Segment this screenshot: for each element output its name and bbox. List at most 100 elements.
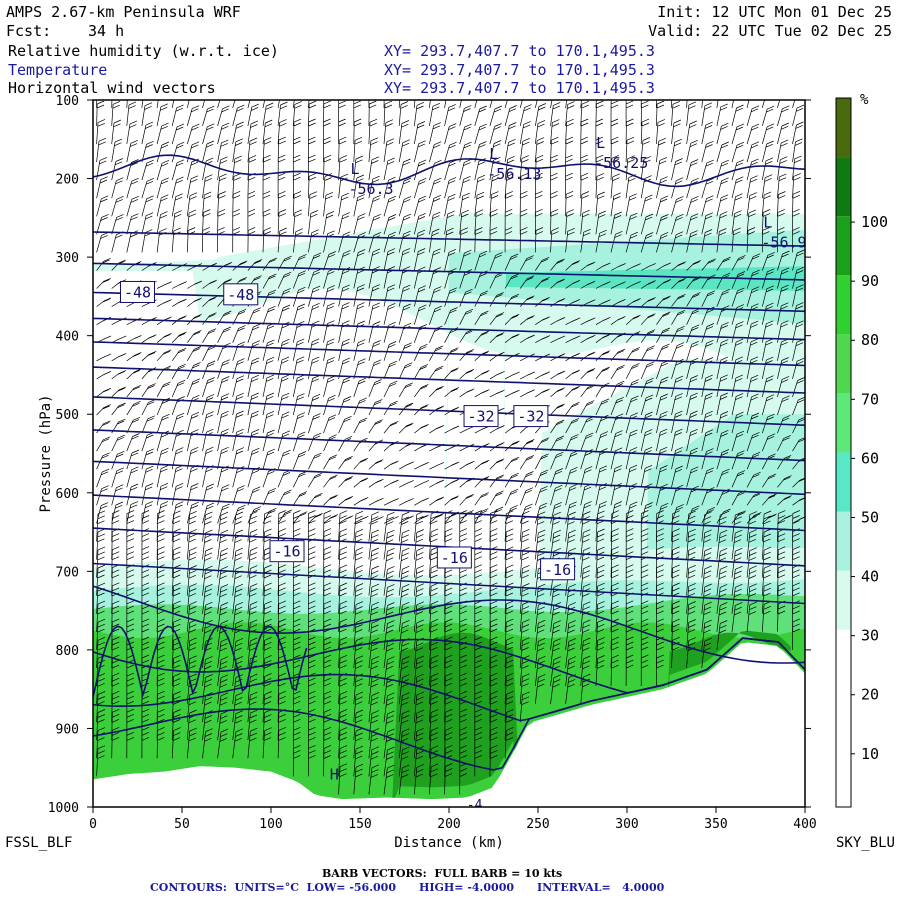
x-tick-label: 250 <box>526 817 549 832</box>
field-wind-xy: XY= 293.7,407.7 to 170.1,495.3 <box>384 79 655 97</box>
colorbar-frame <box>835 97 852 808</box>
contour-label-text: -16 <box>441 549 468 567</box>
init-time: Init: 12 UTC Mon 01 Dec 25 <box>657 3 892 21</box>
temperature-contour-line <box>93 562 805 605</box>
x-tick-label: 350 <box>704 817 727 832</box>
contour-label-text: -16 <box>273 543 300 561</box>
contour-label: -48 <box>223 283 259 306</box>
contour-label: -32 <box>513 405 549 428</box>
low-marker: L <box>763 213 772 231</box>
contour-label: -48 <box>120 280 155 303</box>
temperature-contours: -48 -48 -32 -32 -16 -16 -16 L -56.3 L -56.13 L -56.2… <box>93 134 815 807</box>
colorbar-swatch <box>836 688 851 748</box>
contour-label: -16 <box>540 558 576 581</box>
x-tick-label: 300 <box>615 817 638 832</box>
colorbar-swatch <box>836 275 851 335</box>
temperature-contour-line <box>93 460 805 496</box>
colorbar-swatch <box>836 216 851 276</box>
low-marker: L <box>489 145 498 163</box>
y-tick-label: 100 <box>56 94 79 109</box>
contour-label-box <box>223 283 259 306</box>
colorbar-swatch <box>836 629 851 689</box>
high-marker: H <box>330 766 339 784</box>
field-rh-xy: XY= 293.7,407.7 to 170.1,495.3 <box>384 42 655 60</box>
temperature-contour-line <box>93 637 805 771</box>
minimum-value-label: -56.96 <box>761 233 815 251</box>
y-tick-label: 500 <box>56 408 79 423</box>
colorbar-swatch <box>836 334 851 394</box>
humidity-shading <box>93 213 805 807</box>
contour-label: -32 <box>463 405 499 428</box>
rh-lowlevel-dark <box>93 630 805 807</box>
colorbar-swatch <box>836 157 851 217</box>
y-tick-label: 1000 <box>48 801 79 816</box>
temperature-contour-line <box>93 429 805 462</box>
y-tick-label: 300 <box>56 251 79 266</box>
temperature-contour-line <box>93 231 805 247</box>
y-axis-label: Pressure (hPa) <box>38 394 54 512</box>
low-marker: L <box>596 134 605 152</box>
contour-label-text: -32 <box>517 408 544 426</box>
field-temp-xy: XY= 293.7,407.7 to 170.1,495.3 <box>384 61 655 79</box>
colorbar-level-label: 70 <box>861 390 879 408</box>
contour-label-text: -48 <box>227 286 254 304</box>
colorbar-swatch <box>836 511 851 571</box>
model-title: AMPS 2.67-km Peninsula WRF <box>6 3 241 21</box>
x-tick-label: 0 <box>89 817 97 832</box>
temperature-contour-line <box>93 341 805 367</box>
low-marker: L <box>350 160 359 178</box>
right-endpoint-label: SKY_BLU <box>836 835 895 851</box>
contour-label-box <box>513 405 549 428</box>
y-tick-label: 400 <box>56 330 79 345</box>
y-tick-label: 900 <box>56 722 79 737</box>
colorbar-level-label: 30 <box>861 627 879 645</box>
contour-label-text: -16 <box>544 561 571 579</box>
colorbar-swatch <box>836 747 851 807</box>
colorbar-unit: % <box>860 92 869 108</box>
field-wind-name: Horizontal wind vectors <box>8 79 216 97</box>
contour-legend: CONTOURS: UNITS=°C LOW= -56.000 HIGH= -4… <box>150 881 665 894</box>
colorbar-level-label: 60 <box>861 449 879 467</box>
contour-label-box <box>436 546 472 569</box>
x-axis-label: Distance (km) <box>394 835 504 851</box>
y-tick-label: 800 <box>56 644 79 659</box>
temperature-contour-line <box>93 262 805 281</box>
colorbar-level-label: 80 <box>861 331 879 349</box>
rh-midlevel-right-mid <box>93 414 805 807</box>
contour-label: -16 <box>269 540 305 563</box>
minimum-value-label: -56.13 <box>487 165 541 183</box>
terrain-mask <box>93 642 805 807</box>
colorbar-swatch <box>836 98 851 158</box>
x-tick-label: 200 <box>437 817 460 832</box>
y-tick-label: 600 <box>56 487 79 502</box>
field-temp-name: Temperature <box>8 61 108 79</box>
colorbar: 10 20 30 40 50 60 70 80 90 100% <box>835 92 888 808</box>
contour-label-box <box>269 540 305 563</box>
x-tick-label: 50 <box>174 817 190 832</box>
forecast-label: Fcst: <box>6 22 52 40</box>
contour-label-text: -48 <box>124 283 151 301</box>
y-tick-label: 200 <box>56 173 79 188</box>
temperature-contour-line <box>93 154 805 188</box>
colorbar-swatch <box>836 452 851 512</box>
valid-time: Valid: 22 UTC Tue 02 Dec 25 <box>648 22 892 40</box>
colorbar-level-label: 100 <box>861 213 888 231</box>
colorbar-level-label: 50 <box>861 508 879 526</box>
temperature-contour-line <box>93 396 805 426</box>
contour-label-box <box>540 558 576 581</box>
forecast-hours: 34 h <box>88 22 125 40</box>
colorbar-level-label: 20 <box>861 686 879 704</box>
colorbar-level-label: 40 <box>861 568 879 586</box>
wind-barbs <box>96 100 805 795</box>
minimum-value-label: -56.3 <box>348 180 393 198</box>
temperature-contour-line <box>93 366 805 394</box>
contour-label-box <box>463 405 499 428</box>
x-tick-label: 100 <box>259 817 282 832</box>
y-tick-label: 700 <box>56 565 79 580</box>
minimum-value-label: -56.25 <box>594 154 648 172</box>
x-tick-label: 150 <box>348 817 371 832</box>
barb-legend: BARB VECTORS: FULL BARB = 10 kts <box>322 867 563 880</box>
axes: 100 200 300 400 500 600 700 800 900 1000 0 50 100 150… <box>5 94 895 851</box>
temperature-contour-line <box>93 317 805 341</box>
